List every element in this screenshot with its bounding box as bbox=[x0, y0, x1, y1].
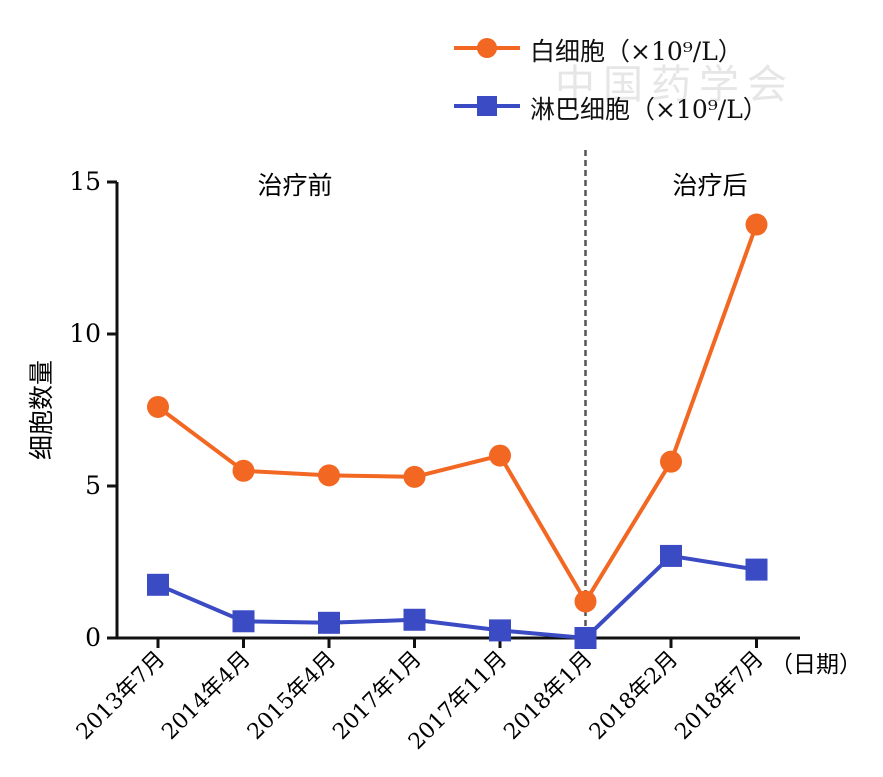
legend-item-wbc: 白细胞（×10⁹/L） bbox=[452, 28, 882, 68]
series-0-point bbox=[147, 395, 169, 418]
chart-annotations: 治疗前 治疗后 细胞数量 （日期） bbox=[27, 171, 862, 678]
series-0-point bbox=[489, 444, 511, 467]
series-0-point bbox=[403, 465, 426, 488]
before-treatment-label: 治疗前 bbox=[257, 171, 332, 200]
series-1-point bbox=[660, 544, 682, 567]
series-1-point bbox=[489, 619, 511, 642]
series-1-point bbox=[232, 610, 255, 633]
series-0-point bbox=[745, 213, 768, 236]
watermark: 中国药学会 bbox=[555, 62, 795, 108]
series-0-line bbox=[156, 223, 759, 604]
series-1-point bbox=[574, 627, 597, 649]
x-tick-label: 2013年7月 bbox=[72, 647, 170, 745]
legend-marker-lymphocyte bbox=[454, 96, 520, 116]
x-tick-label: 2018年1月 bbox=[499, 647, 597, 745]
legend-marker-wbc bbox=[454, 38, 520, 58]
series-1-point bbox=[403, 608, 426, 631]
x-tick-label: 2018年7月 bbox=[670, 647, 768, 745]
series-1-point bbox=[147, 573, 169, 596]
legend-item-lymphocyte: 淋巴细胞（×10⁹/L） bbox=[452, 86, 882, 126]
series-1-point bbox=[745, 558, 768, 581]
legend: 白细胞（×10⁹/L） 淋巴细胞（×10⁹/L） bbox=[452, 28, 882, 144]
series-0-point bbox=[232, 459, 255, 482]
chart-axes: 0510152013年7月2014年4月2015年4月2017年1月2017年1… bbox=[69, 150, 800, 755]
y-axis-label: 细胞数量 bbox=[27, 360, 56, 460]
x-tick-label: 2015年4月 bbox=[243, 647, 341, 745]
y-tick-label: 10 bbox=[69, 319, 101, 348]
series-1-line bbox=[157, 553, 757, 640]
y-tick-label: 15 bbox=[69, 167, 101, 196]
x-tick-label: 2018年2月 bbox=[585, 647, 683, 745]
chart-series bbox=[147, 213, 768, 649]
series-0-point bbox=[318, 464, 340, 487]
legend-label-wbc: 白细胞（×10⁹/L） bbox=[530, 37, 743, 66]
legend-label-lymphocyte: 淋巴细胞（×10⁹/L） bbox=[530, 95, 768, 124]
x-tick-label: 2014年4月 bbox=[157, 647, 255, 745]
series-1-point bbox=[318, 611, 340, 634]
y-tick-label: 5 bbox=[85, 471, 101, 500]
x-axis-label: （日期） bbox=[770, 652, 862, 678]
series-0-point bbox=[660, 450, 682, 473]
y-tick-label: 0 bbox=[85, 623, 101, 652]
after-treatment-label: 治疗后 bbox=[672, 171, 747, 200]
series-0-point bbox=[574, 590, 597, 613]
